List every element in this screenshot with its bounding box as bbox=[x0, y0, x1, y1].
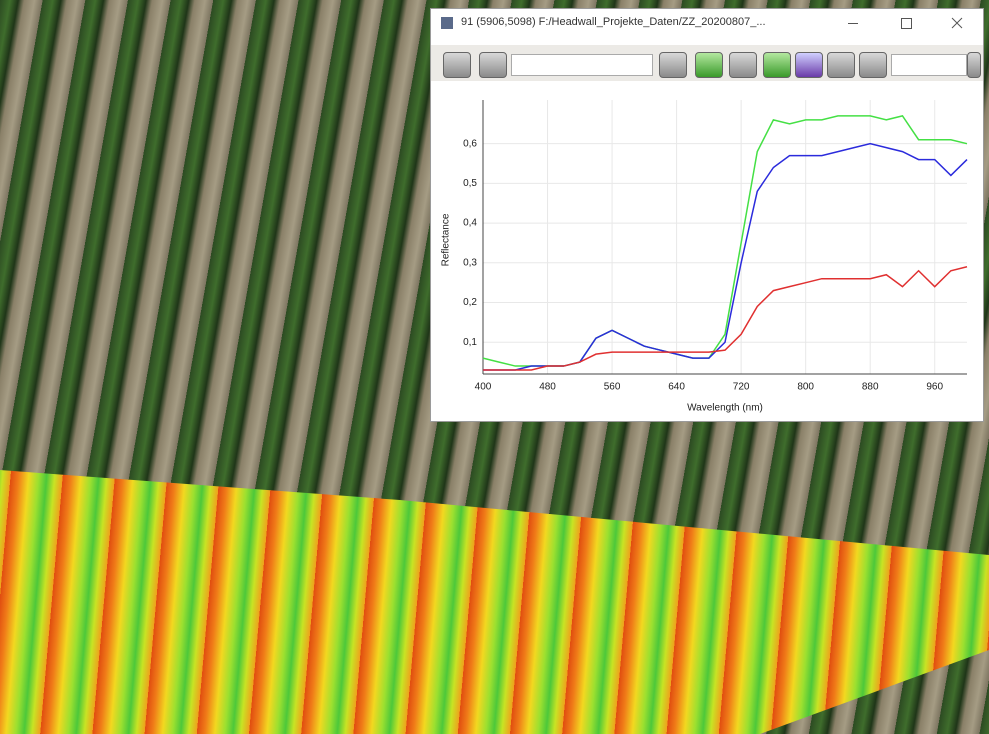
y-tick-label: 0,2 bbox=[463, 297, 477, 308]
zoom-in-button[interactable] bbox=[695, 52, 723, 78]
spectrum-window[interactable]: 91 (5906,5098) F:/Headwall_Projekte_Date… bbox=[430, 8, 984, 422]
range-field[interactable] bbox=[511, 54, 653, 76]
x-axis-label: Wavelength (nm) bbox=[687, 403, 763, 414]
x-tick-label: 400 bbox=[475, 382, 492, 393]
title-bar: 91 (5906,5098) F:/Headwall_Projekte_Date… bbox=[431, 9, 983, 37]
fit-all-button[interactable] bbox=[729, 52, 757, 78]
x-tick-label: 960 bbox=[926, 382, 943, 393]
series-line bbox=[482, 115, 968, 367]
x-tick-label: 640 bbox=[668, 382, 685, 393]
y-tick-label: 0,6 bbox=[463, 138, 477, 149]
fit-button[interactable] bbox=[479, 52, 507, 78]
series-line bbox=[483, 266, 968, 371]
series-line bbox=[483, 142, 968, 371]
toolbar bbox=[431, 45, 983, 81]
window-title: 91 (5906,5098) F:/Headwall_Projekte_Date… bbox=[461, 16, 766, 28]
y-tick-label: 0,4 bbox=[463, 218, 477, 229]
y-tick-label: 0,5 bbox=[463, 178, 477, 189]
y-tick-label: 0,1 bbox=[463, 337, 477, 348]
zoom-out-button[interactable] bbox=[763, 52, 791, 78]
x-tick-label: 720 bbox=[733, 382, 750, 393]
more-button[interactable] bbox=[967, 52, 981, 78]
accept-button[interactable] bbox=[659, 52, 687, 78]
x-tick-label: 880 bbox=[862, 382, 879, 393]
x-tick-label: 800 bbox=[797, 382, 814, 393]
maximize-button[interactable] bbox=[901, 18, 912, 29]
x-tick-label: 480 bbox=[539, 382, 556, 393]
minimize-button[interactable] bbox=[848, 23, 858, 24]
close-button[interactable] bbox=[951, 17, 963, 29]
scale-button[interactable] bbox=[443, 52, 471, 78]
app-icon bbox=[441, 17, 453, 29]
x-tick-label: 560 bbox=[604, 382, 621, 393]
print-button[interactable] bbox=[859, 52, 887, 78]
y-axis-label: Reflectance bbox=[441, 213, 452, 266]
search-field[interactable] bbox=[891, 54, 967, 76]
save-button[interactable] bbox=[795, 52, 823, 78]
y-tick-label: 0,3 bbox=[463, 257, 477, 268]
export-button[interactable] bbox=[827, 52, 855, 78]
